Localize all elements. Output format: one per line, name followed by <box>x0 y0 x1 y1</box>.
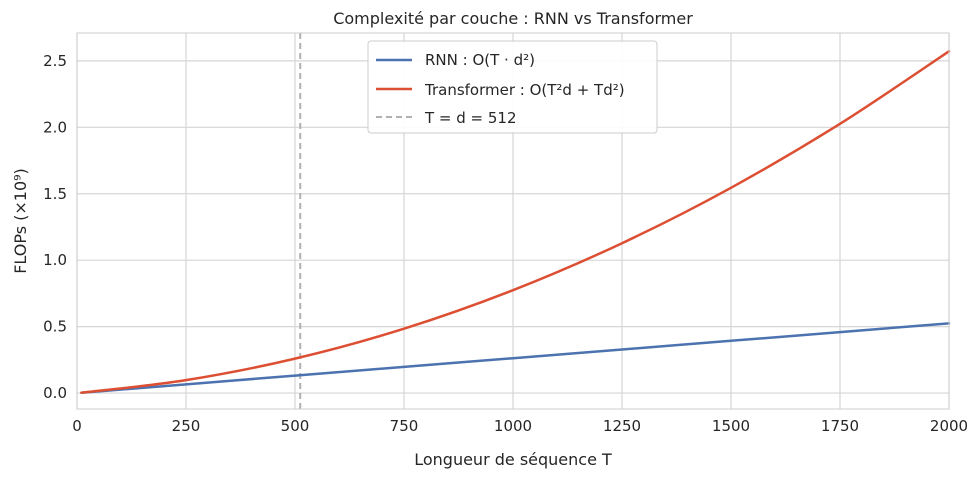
x-axis-title: Longueur de séquence T <box>414 450 612 469</box>
y-tick-label: 0.0 <box>43 384 67 402</box>
legend-box <box>367 40 658 134</box>
y-tick-label: 1.5 <box>43 185 67 203</box>
y-tick-label: 2.0 <box>43 118 67 136</box>
x-tick-labels: 0 250 500 750 1000 1250 1500 1750 2000 <box>72 417 968 435</box>
legend: RNN : O(T · d²) Transformer : O(T²d + Td… <box>367 40 658 134</box>
y-tick-label: 2.5 <box>43 52 67 70</box>
y-tick-labels: 0.0 0.5 1.0 1.5 2.0 2.5 <box>43 52 67 402</box>
x-tick-label: 1750 <box>821 417 859 435</box>
legend-label-vline: T = d = 512 <box>424 109 517 127</box>
legend-label-rnn: RNN : O(T · d²) <box>425 51 535 69</box>
x-tick-label: 250 <box>172 417 201 435</box>
y-axis-title: FLOPs (×10⁹) <box>11 168 30 274</box>
x-tick-label: 750 <box>390 417 419 435</box>
x-tick-label: 1250 <box>603 417 641 435</box>
x-tick-label: 2000 <box>930 417 968 435</box>
y-tick-label: 1.0 <box>43 251 67 269</box>
x-tick-label: 1500 <box>712 417 750 435</box>
series-lines <box>80 33 951 409</box>
plot-frame <box>76 32 950 410</box>
series-line-rnn <box>80 322 951 394</box>
legend-label-transformer: Transformer : O(T²d + Td²) <box>424 81 625 99</box>
series-line-transformer <box>80 50 951 394</box>
x-tick-label: 0 <box>72 417 82 435</box>
x-tick-label: 500 <box>281 417 310 435</box>
y-tick-label: 0.5 <box>43 318 67 336</box>
chart-title: Complexité par couche : RNN vs Transform… <box>333 9 693 28</box>
x-tick-label: 1000 <box>494 417 532 435</box>
